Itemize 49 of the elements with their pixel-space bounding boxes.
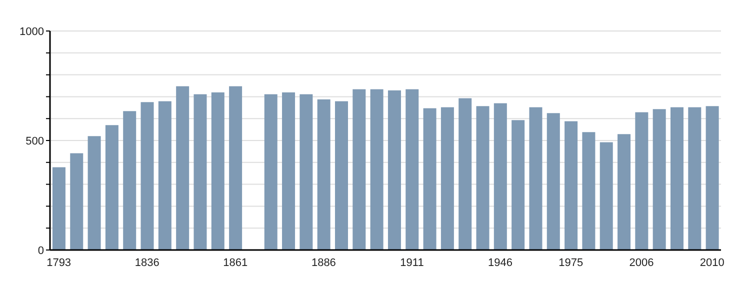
bar xyxy=(300,94,313,250)
bar xyxy=(140,102,154,250)
bar xyxy=(52,167,66,250)
bar xyxy=(70,153,84,250)
bar xyxy=(229,86,242,250)
bar xyxy=(706,106,719,250)
bar xyxy=(440,107,454,250)
bar xyxy=(211,92,224,250)
bar xyxy=(494,103,507,250)
bar xyxy=(529,107,542,250)
bar xyxy=(88,136,101,250)
x-tick-label: 1793 xyxy=(46,256,72,269)
x-tick-label: 1911 xyxy=(400,256,424,269)
bar xyxy=(264,94,278,250)
bar xyxy=(476,106,490,250)
x-tick-label: 1975 xyxy=(558,256,584,269)
bar xyxy=(564,121,578,250)
x-tick-label: 1836 xyxy=(134,256,160,269)
bar xyxy=(618,134,631,250)
bar xyxy=(158,101,172,250)
x-tick-label: 1861 xyxy=(223,256,248,269)
bar xyxy=(388,90,401,250)
bar xyxy=(194,94,207,250)
bar xyxy=(546,113,560,250)
bar xyxy=(406,89,419,250)
bar xyxy=(635,112,648,250)
x-tick-label: 2006 xyxy=(629,256,654,269)
y-tick-label: 0 xyxy=(38,244,44,257)
x-tick-label: 1886 xyxy=(311,256,336,269)
x-tick-label: 2010 xyxy=(700,256,724,269)
bar xyxy=(512,120,525,250)
bar xyxy=(176,86,190,250)
bar xyxy=(688,107,702,250)
bar xyxy=(370,89,384,250)
bar xyxy=(423,108,436,250)
bar xyxy=(352,89,366,250)
bar xyxy=(317,99,330,250)
bar xyxy=(282,92,296,250)
bar xyxy=(652,109,666,250)
y-tick-label: 500 xyxy=(26,135,44,148)
bar xyxy=(582,132,596,250)
bar xyxy=(670,107,684,250)
y-tick-label: 1000 xyxy=(20,26,44,38)
x-tick-label: 1946 xyxy=(488,256,513,269)
bar xyxy=(335,101,348,250)
bar xyxy=(458,98,472,250)
bar xyxy=(105,125,118,250)
bar xyxy=(123,111,136,250)
bar xyxy=(600,142,613,250)
